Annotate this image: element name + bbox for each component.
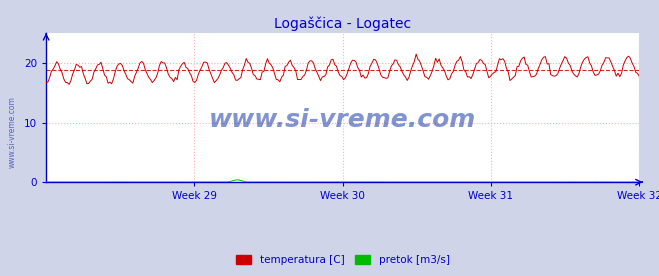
Text: www.si-vreme.com: www.si-vreme.com bbox=[209, 108, 476, 132]
Text: www.si-vreme.com: www.si-vreme.com bbox=[8, 97, 17, 168]
Legend: temperatura [C], pretok [m3/s]: temperatura [C], pretok [m3/s] bbox=[231, 251, 454, 269]
Title: Logaščica - Logatec: Logaščica - Logatec bbox=[274, 16, 411, 31]
